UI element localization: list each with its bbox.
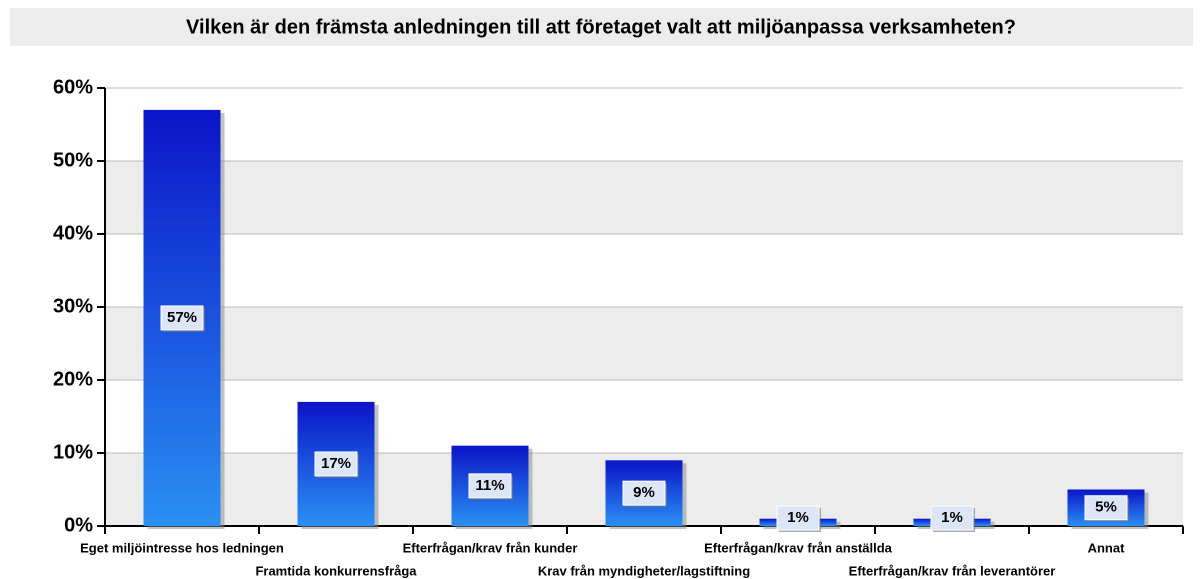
x-tick-label: Krav från myndigheter/lagstiftning	[538, 563, 750, 578]
value-label-box	[160, 305, 204, 331]
y-tick-label: 60%	[53, 76, 93, 98]
value-label-box	[930, 505, 974, 531]
x-tick-label: Efterfrågan/krav från anställda	[704, 540, 893, 555]
y-tick-label: 0%	[64, 514, 93, 536]
value-label-box	[1084, 495, 1128, 521]
grid-band	[105, 161, 1183, 234]
y-tick-label: 10%	[53, 441, 93, 463]
x-tick-label: Framtida konkurrensfråga	[255, 563, 417, 578]
x-tick-label: Eget miljöintresse hos ledningen	[80, 540, 284, 555]
chart-title: Vilken är den främsta anledningen till a…	[186, 16, 1016, 38]
value-label: 17%	[321, 455, 351, 472]
title-band	[10, 8, 1193, 46]
value-label-box	[314, 451, 358, 477]
x-tick-label: Annat	[1088, 540, 1126, 555]
y-tick-label: 20%	[53, 368, 93, 390]
x-tick-label: Efterfrågan/krav från leverantörer	[849, 563, 1056, 578]
value-label: 57%	[167, 309, 197, 326]
value-label-box	[468, 473, 512, 499]
value-label: 11%	[475, 477, 504, 494]
value-label: 1%	[941, 509, 963, 526]
value-label-box	[776, 505, 820, 531]
value-label: 5%	[1095, 499, 1117, 516]
y-tick-label: 50%	[53, 149, 93, 171]
value-label-box	[622, 480, 666, 506]
y-tick-label: 40%	[53, 222, 93, 244]
value-label: 9%	[633, 484, 655, 501]
x-tick-label: Efterfrågan/krav från kunder	[403, 540, 578, 555]
y-tick-label: 30%	[53, 295, 93, 317]
value-label: 1%	[787, 509, 809, 526]
grid-band	[105, 307, 1183, 380]
